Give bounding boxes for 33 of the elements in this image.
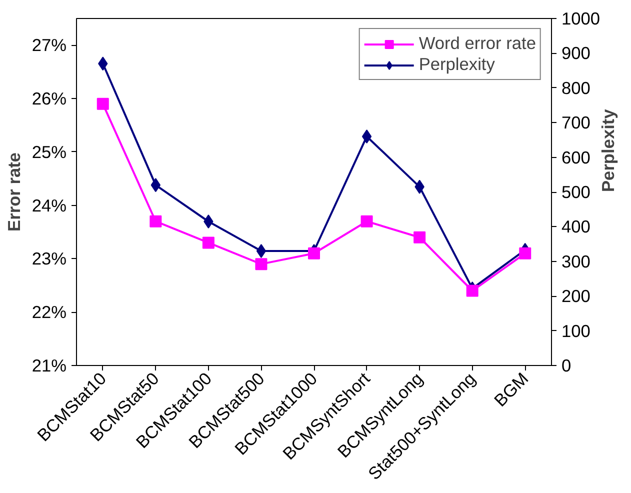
point bbox=[255, 258, 268, 270]
legend-label: Perplexity bbox=[418, 54, 495, 75]
point bbox=[256, 244, 266, 258]
point bbox=[202, 236, 214, 249]
y2-tick-label: 600 bbox=[562, 147, 590, 168]
y2-tick-label: 0 bbox=[562, 356, 572, 376]
point bbox=[96, 98, 109, 110]
y2-tick-label: 300 bbox=[562, 251, 590, 272]
y2-tick-label: 900 bbox=[562, 43, 590, 64]
point bbox=[150, 215, 162, 228]
legend-label: Word error rate bbox=[418, 33, 536, 54]
y2-tick-label: 400 bbox=[562, 216, 590, 237]
y-tick-label: 26% bbox=[32, 88, 67, 109]
y2-tick-label: 1000 bbox=[562, 8, 600, 28]
y-tick-label: 23% bbox=[32, 248, 67, 269]
y-tick-label: 21% bbox=[32, 356, 67, 376]
y-tick-label: 22% bbox=[32, 302, 67, 322]
point bbox=[360, 215, 373, 228]
y2-tick-label: 200 bbox=[562, 286, 590, 306]
y2-tick-label: 100 bbox=[562, 320, 590, 341]
y-axis-title: Error rate bbox=[4, 152, 24, 232]
point bbox=[414, 231, 426, 244]
y2-tick-label: 500 bbox=[562, 182, 590, 202]
point bbox=[519, 247, 532, 260]
point bbox=[308, 247, 320, 260]
y2-tick-label: 800 bbox=[562, 78, 590, 98]
y2-tick-label: 700 bbox=[562, 112, 590, 133]
y2-axis-title: Perplexity bbox=[598, 108, 618, 192]
y-tick-label: 24% bbox=[32, 195, 67, 216]
point bbox=[466, 284, 478, 297]
y-tick-label: 25% bbox=[32, 142, 67, 162]
y-tick-label: 27% bbox=[32, 35, 67, 56]
point bbox=[362, 129, 372, 144]
